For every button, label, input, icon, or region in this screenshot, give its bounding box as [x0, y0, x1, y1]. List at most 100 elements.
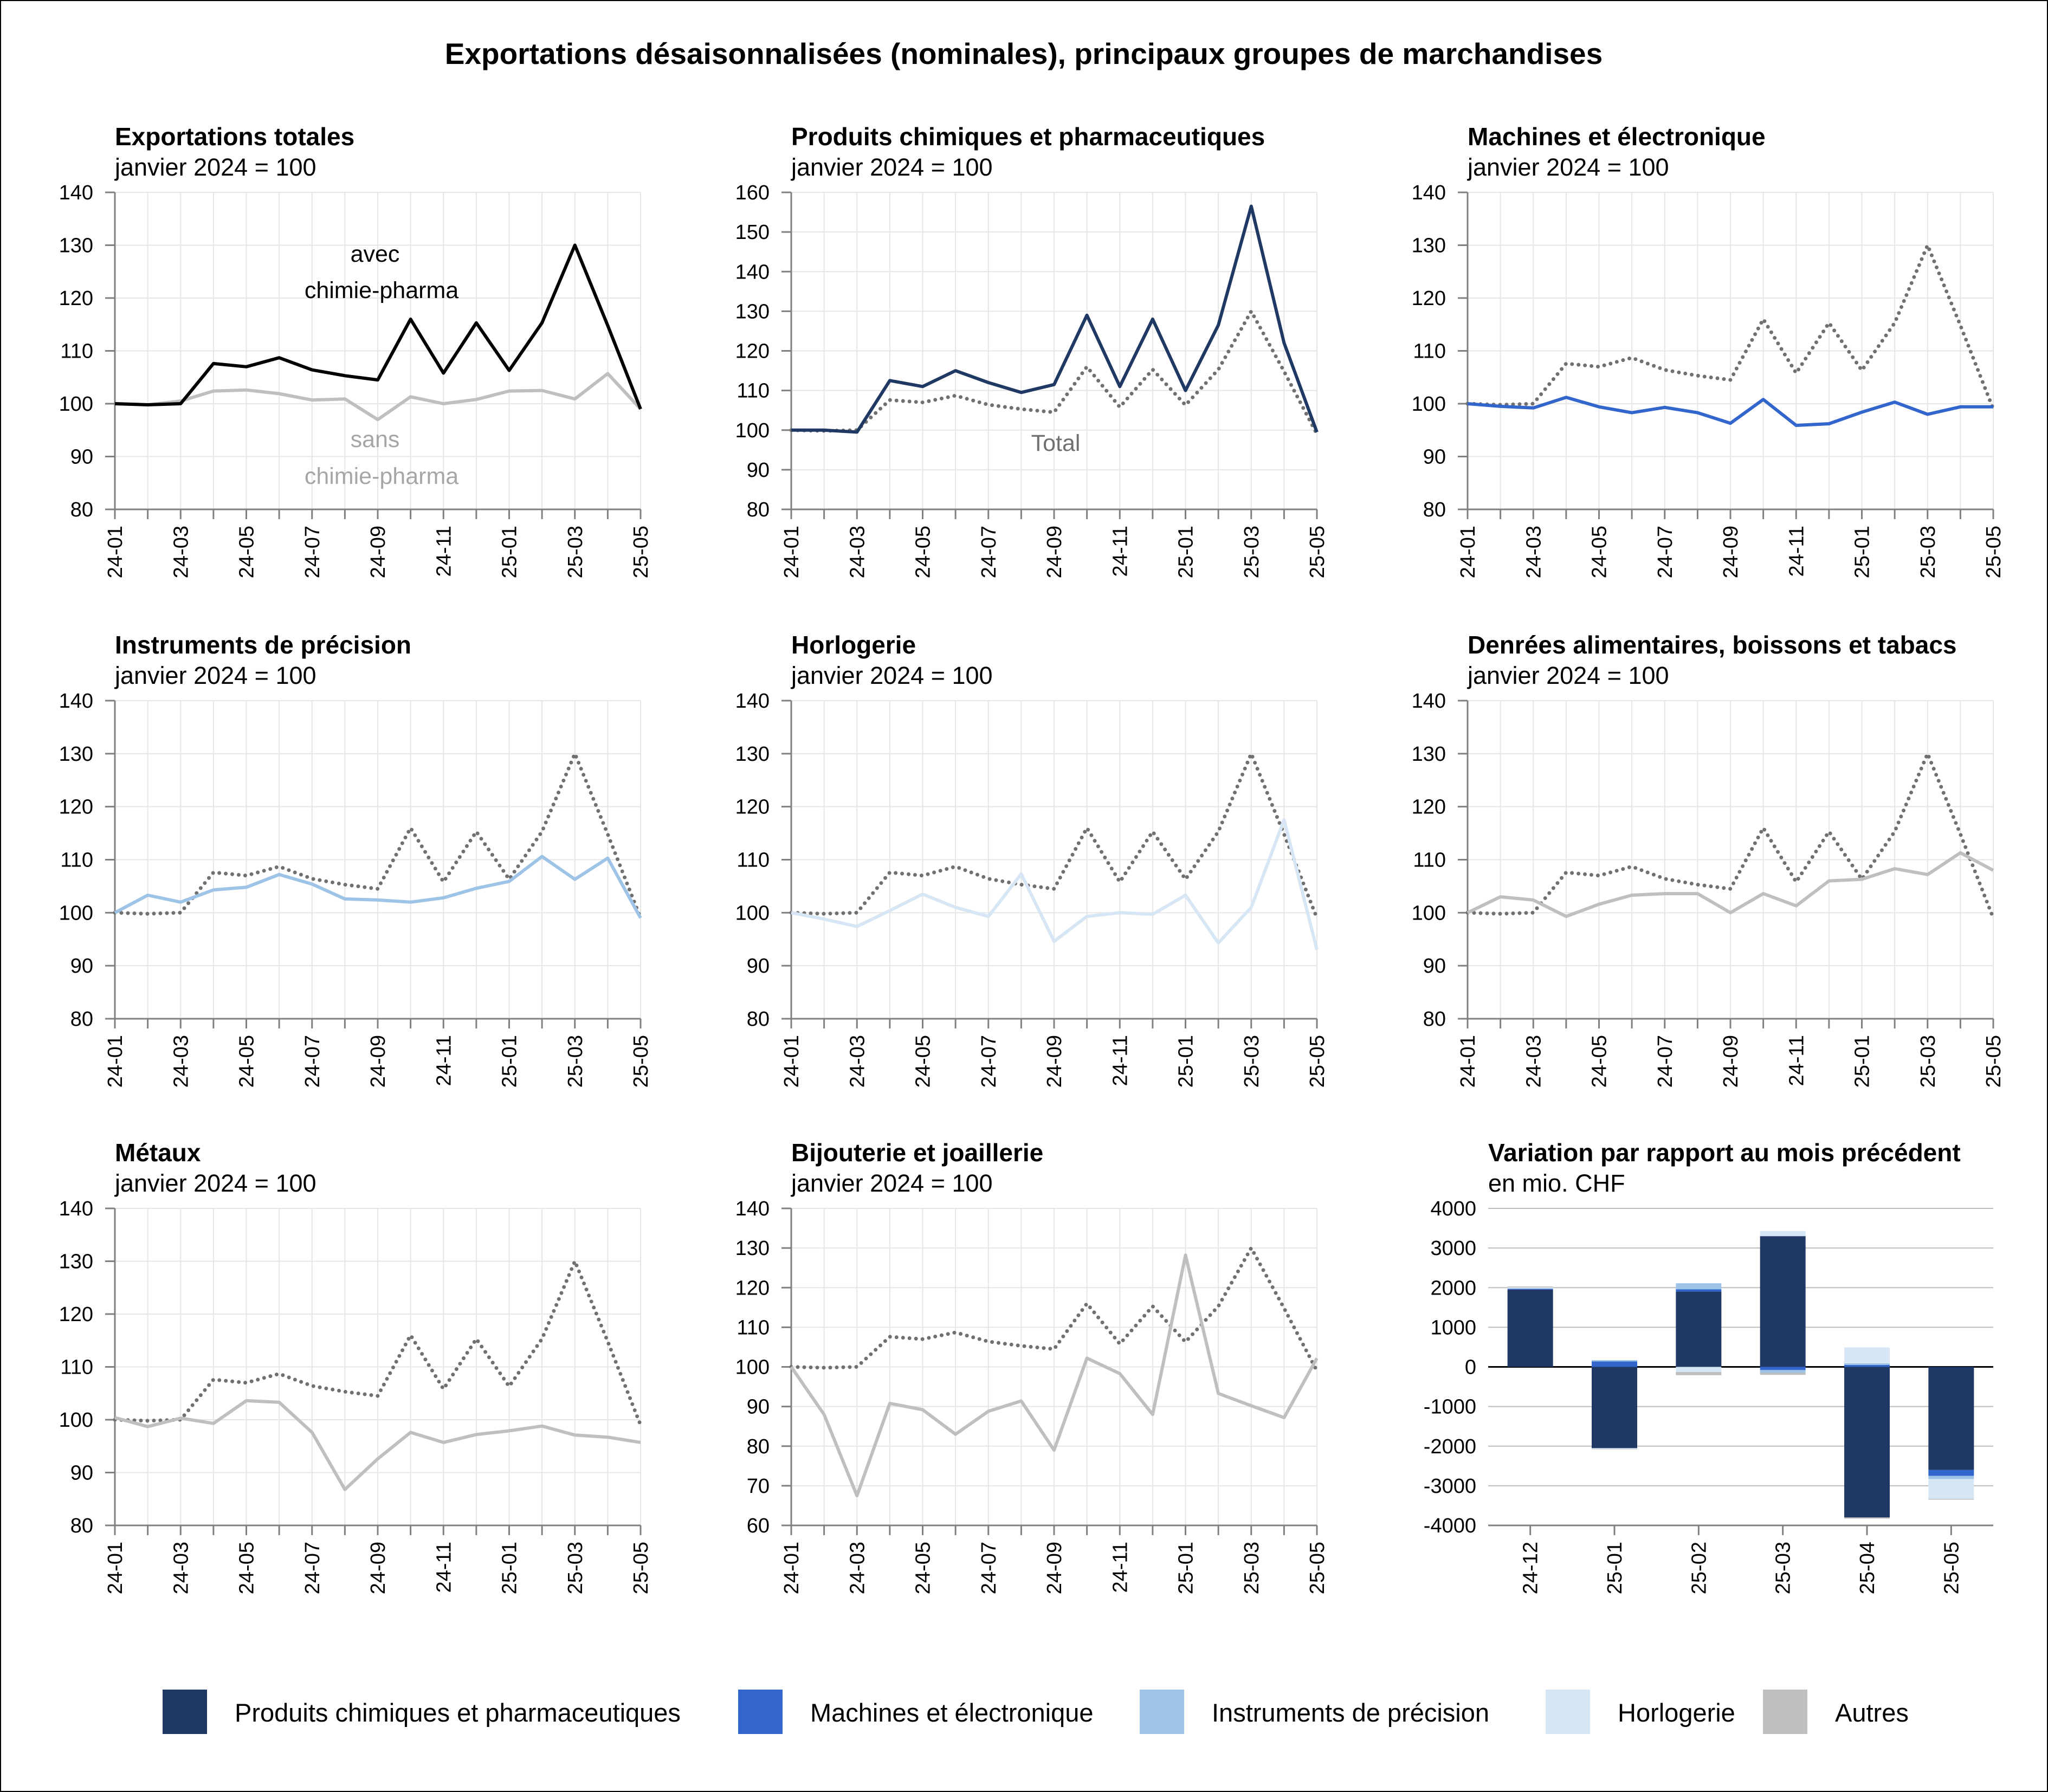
x-tick-label: 25-02 [1688, 1542, 1710, 1594]
x-tick-label: 24-05 [912, 526, 935, 578]
x-tick-label: 25-01 [499, 1035, 521, 1088]
x-tick-label: 24-07 [301, 1035, 324, 1088]
panel-subtitle: janvier 2024 = 100 [1466, 153, 1669, 181]
x-tick-label: 24-07 [301, 1542, 324, 1594]
y-tick-label: 90 [70, 1462, 93, 1485]
x-tick-label: 24-12 [1520, 1542, 1542, 1594]
x-tick-label: 24-11 [1109, 526, 1132, 577]
x-tick-label: 25-03 [1917, 1035, 1940, 1088]
x-tick-label: 25-04 [1856, 1542, 1879, 1594]
x-tick-label: 24-03 [846, 526, 869, 578]
x-tick-label: 25-05 [1940, 1542, 1963, 1594]
y-tick-label: 130 [1412, 743, 1446, 766]
bar-segment-horlogerie [1676, 1367, 1722, 1373]
x-tick-label: 25-05 [630, 1542, 652, 1594]
panel-subtitle: janvier 2024 = 100 [114, 1169, 316, 1197]
x-tick-label: 24-07 [978, 1542, 1000, 1594]
bar-segment-instruments-de-pr-cision [1844, 1363, 1890, 1365]
y-tick-label: 110 [60, 1356, 93, 1379]
x-tick-label: 25-05 [1306, 1542, 1329, 1594]
y-tick-label: 130 [59, 235, 93, 257]
y-tick-label: 130 [735, 743, 770, 766]
y-tick-label: 140 [735, 261, 770, 283]
y-tick-label: 120 [59, 287, 93, 310]
y-tick-label: 110 [60, 849, 93, 872]
series-line-denr-es-alimentaires-boissons-et-tabacs [1466, 851, 1994, 918]
y-tick-label: 130 [735, 300, 770, 323]
bar-segment-instruments-de-pr-cision [1760, 1370, 1806, 1373]
bar-segment-instruments-de-pr-cision [1592, 1360, 1637, 1362]
x-tick-label: 24-05 [1588, 1035, 1611, 1088]
x-tick-label: 25-05 [1306, 1035, 1329, 1088]
legend-item: Instruments de précision [1140, 1690, 1489, 1734]
legend-swatch [738, 1690, 783, 1734]
bar-segment-instruments-de-pr-cision [1676, 1283, 1722, 1290]
series-line-machines-et-lectronique [1467, 396, 1993, 427]
y-tick-label: 120 [1412, 287, 1446, 310]
bar-segment-machines-et-lectronique [1592, 1361, 1637, 1367]
x-tick-label: 25-01 [1851, 526, 1874, 578]
x-tick-label: 24-09 [367, 1035, 390, 1088]
y-tick-label: 100 [59, 1409, 93, 1432]
annotation-label: Total [1031, 430, 1081, 456]
x-tick-label: 24-05 [236, 1035, 259, 1088]
x-tick-label: 25-01 [499, 526, 521, 578]
bar-segment-produits-chimiques-et-pharmaceutiques [1928, 1367, 1974, 1470]
legend-swatch [1546, 1690, 1590, 1734]
y-tick-label: 110 [736, 1316, 770, 1339]
y-tick-label: 2000 [1430, 1277, 1476, 1299]
x-tick-label: 25-03 [564, 526, 587, 578]
y-tick-label: 100 [735, 902, 770, 924]
panel-title: Machines et électronique [1468, 122, 1766, 151]
bar-segment-machines-et-lectronique [1676, 1289, 1722, 1292]
x-tick-label: 24-09 [1043, 1035, 1066, 1088]
panel-subtitle: janvier 2024 = 100 [790, 153, 993, 181]
legend-swatch [1140, 1690, 1184, 1734]
chart-panel-5: Horlogerie janvier 2024 = 100 80 90 100 110 12… [735, 631, 1329, 1088]
x-tick-label: 25-01 [1175, 1035, 1198, 1088]
bar-segment-horlogerie [1760, 1231, 1806, 1237]
legend-label: Horlogerie [1618, 1698, 1735, 1727]
bar-segment-autres [1844, 1517, 1890, 1519]
x-tick-label: 25-03 [564, 1035, 587, 1088]
main-title: Exportations désaisonnalisées (nominales… [445, 37, 1603, 70]
x-tick-label: 24-03 [170, 1035, 192, 1088]
x-tick-label: 25-03 [1772, 1542, 1795, 1594]
y-tick-label: 70 [747, 1475, 770, 1498]
y-tick-label: 80 [70, 499, 93, 521]
y-tick-label: -1000 [1424, 1396, 1476, 1419]
x-tick-label: 24-05 [236, 526, 259, 578]
x-tick-label: 24-03 [170, 526, 192, 578]
legend-label: Machines et électronique [810, 1698, 1094, 1727]
chart-panel-2: Produits chimiques et pharmaceutiquesjan… [735, 122, 1329, 578]
y-tick-label: -4000 [1424, 1515, 1476, 1537]
y-tick-label: -2000 [1424, 1435, 1476, 1458]
x-tick-label: 24-03 [170, 1542, 192, 1594]
y-tick-label: 120 [735, 796, 770, 819]
panel-subtitle: janvier 2024 = 100 [114, 153, 316, 181]
bar-segment-autres [1760, 1373, 1806, 1375]
y-tick-label: 100 [735, 1356, 770, 1379]
y-tick-label: 100 [1412, 393, 1446, 416]
bar-segment-produits-chimiques-et-pharmaceutiques [1507, 1289, 1553, 1367]
panel-subtitle: en mio. CHF [1488, 1169, 1625, 1197]
y-tick-label: 1000 [1430, 1316, 1476, 1339]
x-tick-label: 24-05 [912, 1035, 935, 1088]
x-tick-label: 24-11 [1109, 1542, 1132, 1593]
x-tick-label: 25-05 [1982, 1035, 2005, 1088]
y-tick-label: 90 [747, 1396, 770, 1419]
y-tick-label: 90 [747, 459, 770, 482]
y-tick-label: 4000 [1430, 1198, 1476, 1220]
x-tick-label: 24-11 [432, 526, 455, 577]
panel-title: Métaux [115, 1138, 201, 1167]
legend-item: Autres [1763, 1690, 1909, 1734]
x-tick-label: 24-07 [1654, 1035, 1677, 1088]
x-tick-label: 25-05 [630, 526, 652, 578]
x-tick-label: 24-09 [1043, 1542, 1066, 1594]
x-tick-label: 25-03 [564, 1542, 587, 1594]
x-tick-label: 24-11 [1785, 1035, 1808, 1086]
y-tick-label: 90 [70, 955, 93, 978]
